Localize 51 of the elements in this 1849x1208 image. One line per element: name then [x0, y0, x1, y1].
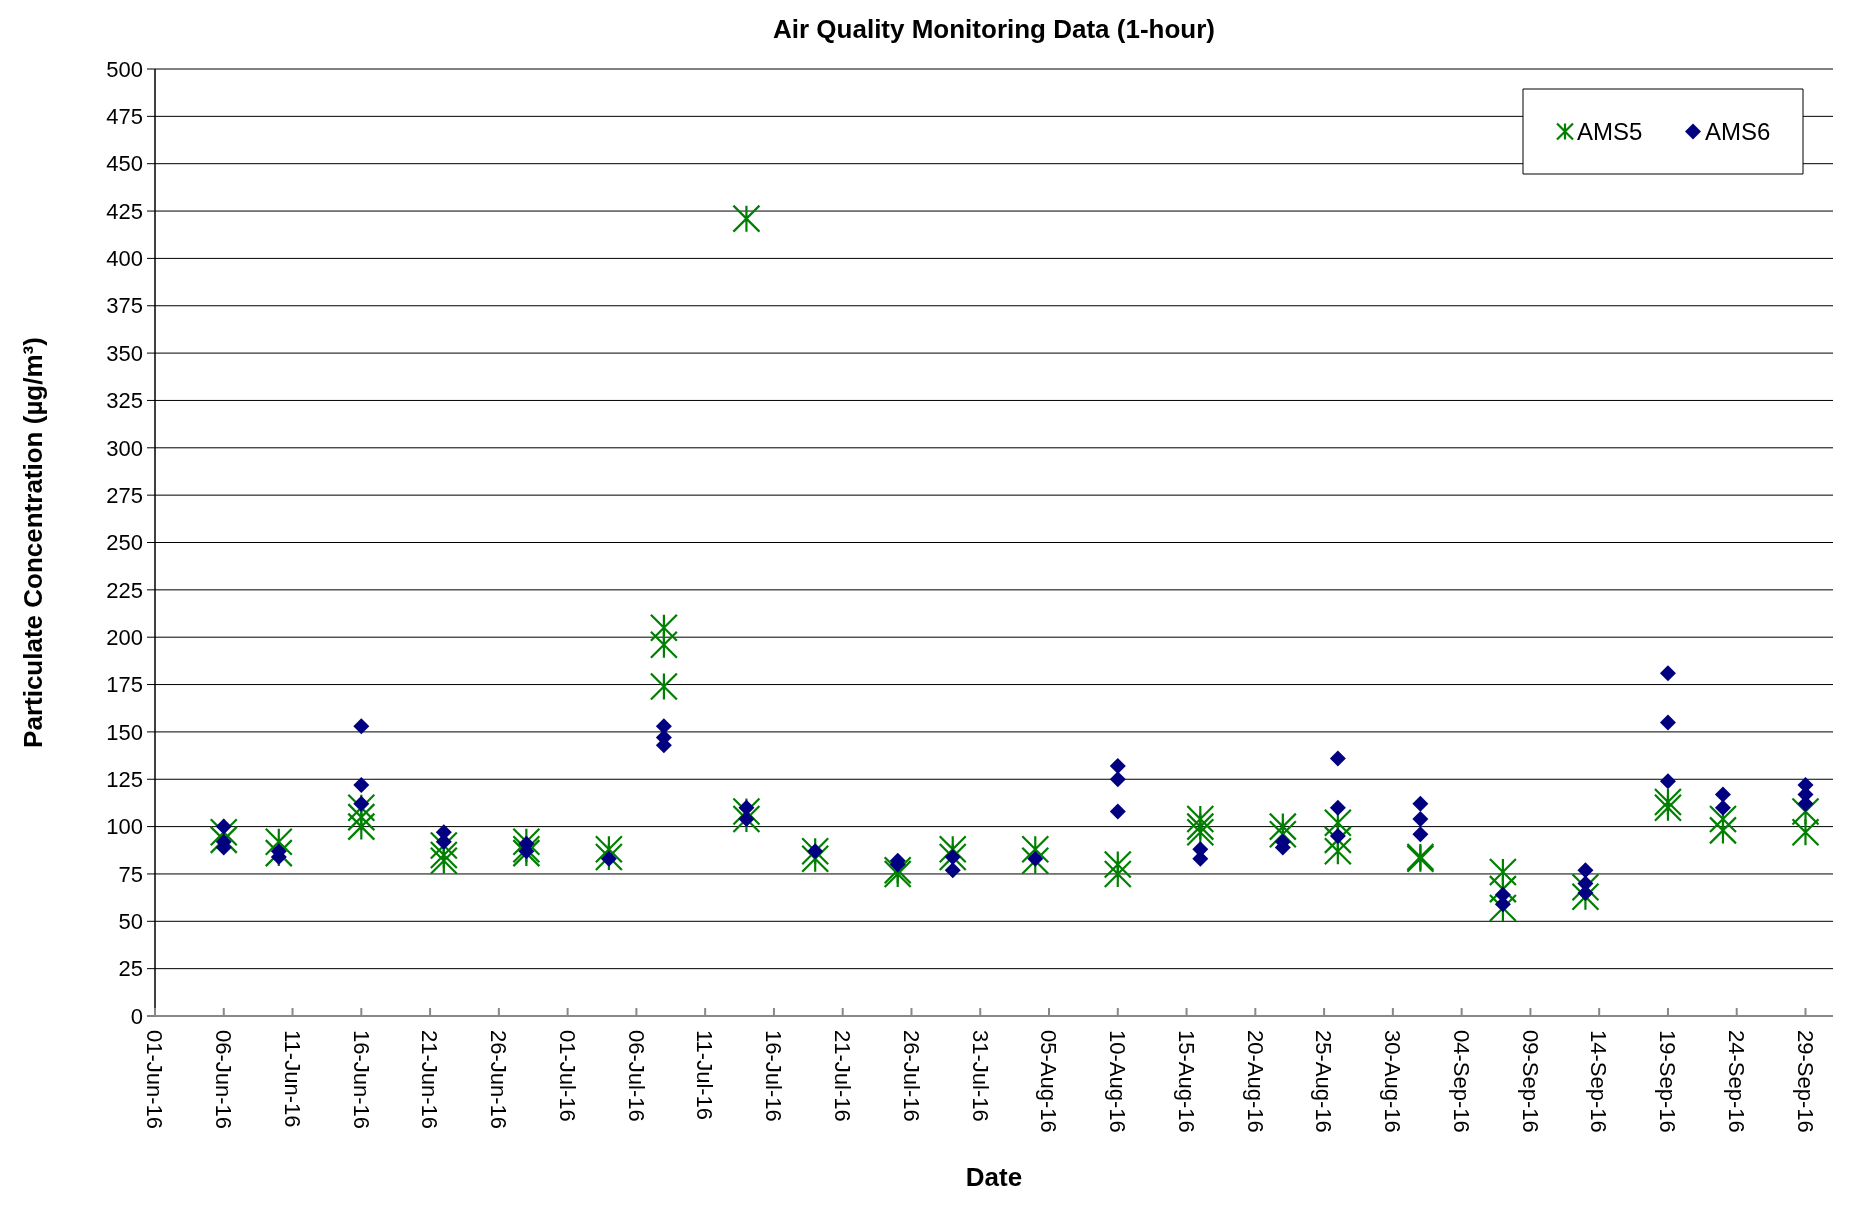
x-tick-label: 24-Sep-16	[1724, 1030, 1750, 1133]
y-tick-label: 75	[118, 861, 143, 887]
x-tick-label: 19-Sep-16	[1655, 1030, 1681, 1133]
x-tick-label: 09-Sep-16	[1517, 1030, 1543, 1133]
chart-title: Air Quality Monitoring Data (1-hour)	[773, 14, 1215, 44]
y-tick-label: 450	[106, 151, 143, 177]
x-tick-label: 16-Jul-16	[761, 1030, 787, 1122]
x-tick-label: 16-Jun-16	[348, 1030, 374, 1130]
x-tick-label: 10-Aug-16	[1105, 1030, 1131, 1133]
x-tick-label: 26-Jun-16	[486, 1030, 512, 1130]
x-tick-label: 29-Sep-16	[1792, 1030, 1818, 1133]
y-tick-label: 350	[106, 340, 143, 366]
legend-label: AMS5	[1577, 117, 1643, 145]
x-tick-label: 11-Jul-16	[692, 1030, 718, 1121]
x-tick-label: 06-Jul-16	[623, 1030, 649, 1122]
x-tick-label: 14-Sep-16	[1586, 1030, 1612, 1133]
y-tick-label: 150	[106, 719, 143, 745]
x-tick-label: 05-Aug-16	[1036, 1030, 1062, 1133]
y-tick-label: 175	[106, 672, 143, 698]
y-tick-label: 300	[106, 435, 143, 461]
x-tick-label: 01-Jul-16	[554, 1030, 580, 1122]
x-tick-label: 21-Jul-16	[830, 1030, 855, 1122]
y-tick-label: 325	[106, 388, 143, 414]
x-tick-label: 01-Jun-16	[142, 1030, 168, 1130]
y-tick-label: 375	[106, 293, 143, 319]
x-tick-label: 21-Jun-16	[417, 1030, 443, 1130]
y-tick-label: 0	[130, 1003, 143, 1029]
y-tick-label: 250	[106, 530, 143, 556]
y-tick-label: 500	[106, 56, 143, 82]
y-tick-label: 125	[106, 766, 143, 792]
x-tick-label: 25-Aug-16	[1311, 1030, 1337, 1133]
x-tick-label: 31-Jul-16	[967, 1030, 993, 1122]
y-tick-label: 25	[118, 956, 143, 982]
x-tick-label: 26-Jul-16	[898, 1030, 924, 1122]
y-tick-label: 400	[106, 246, 143, 272]
y-tick-label: 50	[118, 909, 143, 934]
x-tick-label: 04-Sep-16	[1448, 1030, 1474, 1133]
x-tick-label: 06-Jun-16	[211, 1030, 237, 1130]
x-tick-label: 11-Jun-16	[279, 1030, 305, 1128]
legend-label: AMS6	[1705, 117, 1771, 145]
x-tick-label: 15-Aug-16	[1173, 1030, 1199, 1133]
x-tick-label: 30-Aug-16	[1380, 1030, 1406, 1133]
y-tick-label: 425	[106, 198, 143, 224]
y-axis-title: Particulate Concentration (µg/m³)	[18, 337, 48, 748]
y-tick-label: 275	[106, 482, 143, 508]
y-tick-label: 100	[106, 814, 143, 840]
y-tick-label: 225	[106, 577, 143, 603]
y-tick-label: 200	[106, 624, 143, 650]
x-tick-label: 20-Aug-16	[1242, 1030, 1268, 1133]
x-axis-title: Date	[965, 1162, 1023, 1192]
y-tick-label: 475	[106, 104, 143, 130]
